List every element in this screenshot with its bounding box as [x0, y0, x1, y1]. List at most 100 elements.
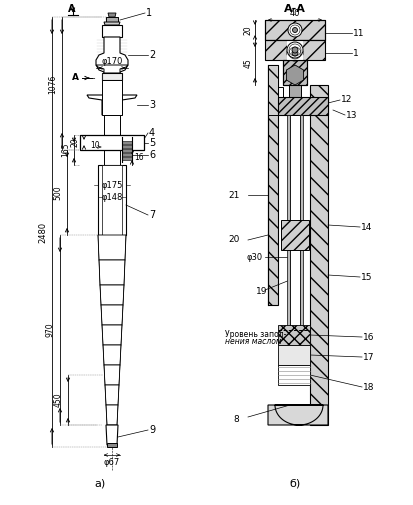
Polygon shape — [288, 85, 300, 105]
Text: 10: 10 — [90, 140, 100, 149]
Polygon shape — [104, 115, 120, 165]
Text: б): б) — [289, 478, 300, 488]
Text: 16: 16 — [362, 332, 374, 341]
Bar — [286, 40, 302, 60]
Polygon shape — [102, 325, 122, 345]
Polygon shape — [122, 153, 132, 156]
Bar — [299, 115, 302, 365]
Polygon shape — [80, 135, 144, 150]
Polygon shape — [101, 305, 123, 325]
Circle shape — [291, 47, 297, 53]
Bar — [277, 345, 309, 365]
Text: 19: 19 — [256, 287, 267, 296]
Text: а): а) — [94, 478, 105, 488]
Text: 20: 20 — [228, 235, 239, 244]
Text: 20: 20 — [71, 138, 80, 147]
Text: 13: 13 — [345, 111, 357, 120]
Text: 21: 21 — [228, 190, 239, 199]
Text: 14: 14 — [360, 223, 371, 231]
Bar — [264, 20, 324, 40]
Polygon shape — [98, 165, 126, 235]
Circle shape — [292, 27, 297, 32]
Text: 1076: 1076 — [48, 74, 57, 94]
Text: 20: 20 — [243, 25, 252, 35]
Polygon shape — [122, 149, 132, 152]
Polygon shape — [102, 73, 122, 80]
Text: 40: 40 — [289, 9, 299, 18]
Polygon shape — [104, 22, 120, 25]
Bar — [80, 135, 144, 150]
Polygon shape — [100, 285, 124, 305]
Polygon shape — [106, 425, 118, 445]
Text: 17: 17 — [362, 352, 374, 362]
Text: 8: 8 — [233, 415, 238, 424]
Text: 7: 7 — [149, 210, 155, 220]
Text: 2: 2 — [149, 50, 155, 60]
Text: 1: 1 — [146, 8, 152, 18]
Text: 45: 45 — [243, 58, 252, 68]
Polygon shape — [98, 235, 126, 260]
Polygon shape — [102, 80, 122, 115]
Bar — [277, 365, 309, 385]
Bar — [264, 40, 324, 60]
Text: нения маслом: нения маслом — [224, 337, 281, 346]
Bar — [107, 443, 117, 447]
Polygon shape — [104, 365, 120, 385]
Polygon shape — [106, 17, 118, 22]
Polygon shape — [272, 87, 282, 97]
Circle shape — [286, 45, 302, 61]
Text: 500: 500 — [53, 186, 62, 200]
Polygon shape — [267, 405, 327, 425]
Polygon shape — [102, 165, 122, 235]
Text: 165: 165 — [61, 143, 70, 157]
Bar — [309, 85, 327, 425]
Polygon shape — [122, 141, 132, 144]
Polygon shape — [122, 145, 132, 148]
Text: 3: 3 — [149, 100, 155, 110]
Text: 4: 4 — [149, 128, 155, 138]
Text: 1: 1 — [352, 48, 358, 58]
Polygon shape — [286, 65, 303, 85]
Text: 9: 9 — [149, 425, 155, 435]
Bar — [264, 20, 324, 40]
Text: 16: 16 — [134, 154, 143, 163]
Bar — [289, 115, 299, 365]
Polygon shape — [108, 13, 116, 17]
Text: φ170: φ170 — [101, 57, 122, 66]
Bar — [267, 65, 277, 115]
Text: 11: 11 — [352, 28, 363, 37]
Text: 6: 6 — [149, 150, 155, 160]
Circle shape — [286, 42, 302, 58]
Text: φ148: φ148 — [101, 192, 122, 201]
Text: Уровень запол-: Уровень запол- — [224, 330, 286, 339]
Bar — [280, 220, 308, 250]
Circle shape — [291, 50, 297, 56]
Polygon shape — [103, 345, 121, 365]
Text: 450: 450 — [54, 393, 63, 408]
Text: φ175: φ175 — [101, 180, 122, 189]
Text: 5: 5 — [149, 138, 155, 148]
Polygon shape — [99, 260, 125, 285]
Bar — [277, 97, 327, 115]
Bar — [277, 325, 309, 345]
Bar — [282, 60, 306, 85]
Polygon shape — [96, 37, 128, 73]
Polygon shape — [87, 95, 137, 115]
Text: φ67: φ67 — [104, 458, 120, 467]
Circle shape — [287, 23, 301, 37]
Polygon shape — [96, 65, 128, 73]
Polygon shape — [105, 385, 119, 405]
Text: А-А: А-А — [283, 4, 305, 14]
Text: φ30: φ30 — [246, 252, 262, 262]
Polygon shape — [102, 25, 122, 37]
Text: 15: 15 — [360, 273, 372, 281]
Text: А: А — [72, 74, 79, 82]
Polygon shape — [282, 60, 306, 85]
Text: 12: 12 — [340, 95, 351, 105]
Text: А: А — [68, 4, 75, 14]
Text: 970: 970 — [46, 323, 55, 337]
Bar — [286, 115, 289, 365]
Text: 18: 18 — [362, 382, 374, 391]
Text: 2480: 2480 — [38, 221, 47, 242]
Bar — [267, 65, 277, 305]
